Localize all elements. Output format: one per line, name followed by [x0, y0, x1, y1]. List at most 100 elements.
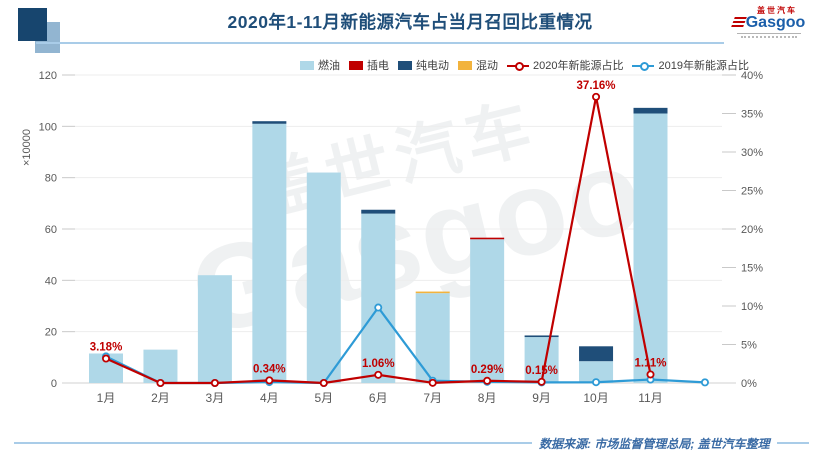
- gasgoo-logo-rule: [737, 33, 801, 35]
- svg-text:120: 120: [39, 70, 57, 82]
- bar-segment: [306, 172, 341, 383]
- data-point-marker: [102, 354, 111, 363]
- x-tick-label: 11月: [638, 391, 662, 405]
- legend-label: 2020年新能源占比: [533, 60, 624, 72]
- x-tick-label: 3月: [206, 391, 225, 405]
- footer-line-right: [776, 442, 809, 444]
- svg-text:0: 0: [51, 378, 57, 390]
- chart-legend: 燃油 插电 纯电动 混动 2020年新能源占比 2019年新能源占比: [300, 57, 749, 73]
- gasgoo-logo-cn: 盖世汽车: [757, 6, 797, 15]
- data-point-marker: [592, 378, 601, 387]
- svg-text:40: 40: [45, 275, 57, 287]
- bar-segment: [579, 346, 614, 362]
- bars-group: [89, 107, 668, 384]
- gasgoo-stripes-icon: [730, 17, 747, 28]
- bar-segment: [470, 237, 505, 240]
- x-tick-label: 7月: [423, 391, 442, 405]
- data-point-label: 1.11%: [635, 357, 667, 369]
- bar-segment: [197, 275, 232, 383]
- data-point-marker: [374, 303, 383, 312]
- x-axis-labels: 1月 2月 3月 4月 5月 6月 7月 8月 9月 10月 11月: [97, 391, 663, 405]
- svg-text:20: 20: [45, 327, 57, 339]
- x-tick-label: 10月: [583, 391, 608, 405]
- x-tick-label: 2月: [151, 391, 170, 405]
- data-point-marker: [156, 378, 165, 387]
- gridlines: 0 20 40 60 80 100 120 0% 5% 10% 15% 20% 25% 30% 35% 40%: [39, 70, 764, 390]
- bar-segment: [361, 209, 396, 214]
- legend-item: 2020年新能源占比: [507, 57, 623, 73]
- data-point-label: 1.06%: [362, 358, 395, 370]
- data-point-marker: [537, 377, 546, 386]
- svg-text:10%: 10%: [741, 301, 763, 313]
- x-tick-label: 4月: [260, 391, 279, 405]
- gasgoo-logo: 盖世汽车 Gasgoo: [730, 6, 808, 39]
- x-tick-label: 6月: [369, 391, 388, 405]
- svg-text:15%: 15%: [741, 263, 763, 275]
- legend-item: 2019年新能源占比: [632, 57, 749, 73]
- x-tick-label: 8月: [478, 391, 497, 405]
- legend-label: 纯电动: [416, 60, 449, 72]
- bar-segment: [633, 107, 668, 114]
- chart-canvas: 0 20 40 60 80 100 120 0% 5% 10% 15% 20% 25% 30% 35% 40%…: [21, 70, 764, 405]
- svg-text:100: 100: [39, 121, 57, 133]
- legend-swatch-icon: [300, 60, 314, 70]
- data-point-label: 0.15%: [525, 365, 558, 377]
- data-point-marker: [319, 378, 328, 387]
- bar-segment: [252, 121, 287, 124]
- data-point-marker: [428, 378, 437, 387]
- footer-line-left: [14, 442, 532, 444]
- bar-segment: [633, 113, 668, 383]
- data-point-label: 37.16%: [577, 80, 616, 92]
- bar-segment: [524, 335, 559, 338]
- line-series: [102, 303, 709, 387]
- bar-segment: [361, 213, 396, 383]
- data-point-marker: [265, 376, 274, 385]
- bar-segment: [415, 291, 450, 294]
- svg-text:80: 80: [45, 173, 57, 185]
- legend-item: 插电: [349, 57, 389, 73]
- x-tick-label: 9月: [532, 391, 551, 405]
- legend-swatch-icon: [458, 60, 472, 70]
- x-tick-label: 5月: [314, 391, 333, 405]
- data-point-marker: [592, 92, 601, 101]
- data-point-label: 0.29%: [471, 364, 504, 376]
- data-point-marker: [646, 370, 655, 379]
- legend-label: 插电: [367, 60, 389, 72]
- data-source-note: 数据来源: 市场监督管理总局; 盖世汽车整理: [539, 436, 770, 451]
- svg-text:×10000: ×10000: [21, 129, 33, 166]
- x-tick-label: 1月: [97, 391, 116, 405]
- gasgoo-logo-tagline: [741, 36, 797, 39]
- data-point-marker: [483, 376, 492, 385]
- svg-text:30%: 30%: [741, 147, 763, 159]
- footer: 数据来源: 市场监督管理总局; 盖世汽车整理: [0, 433, 820, 453]
- svg-text:5%: 5%: [741, 340, 757, 352]
- legend-label: 2019年新能源占比: [658, 60, 749, 72]
- legend-swatch-icon: [349, 60, 363, 70]
- gasgoo-logo-en: Gasgoo: [745, 14, 806, 32]
- legend-item: 混动: [458, 57, 498, 73]
- legend-label: 混动: [476, 60, 498, 72]
- data-point-label: 3.18%: [90, 342, 123, 354]
- data-point-marker: [374, 370, 383, 379]
- svg-text:20%: 20%: [741, 224, 763, 236]
- svg-text:0%: 0%: [741, 378, 757, 390]
- legend-swatch-icon: [507, 61, 529, 71]
- legend-item: 纯电动: [398, 57, 449, 73]
- legend-item: 燃油: [300, 57, 340, 73]
- logo-square-dark: [18, 8, 47, 41]
- bar-segment: [579, 361, 614, 383]
- legend-label: 燃油: [318, 60, 340, 72]
- svg-text:25%: 25%: [741, 186, 763, 198]
- svg-text:60: 60: [45, 224, 57, 236]
- bar-segment: [470, 239, 505, 383]
- svg-text:40%: 40%: [741, 70, 763, 82]
- data-point-label: 0.34%: [253, 363, 286, 375]
- bar-segment: [415, 293, 450, 383]
- data-point-marker: [700, 378, 709, 387]
- header-divider: [36, 42, 724, 44]
- page-title: 2020年1-11月新能源汽车占当月召回比重情况: [227, 12, 593, 32]
- data-point-marker: [210, 378, 219, 387]
- legend-swatch-icon: [398, 60, 412, 70]
- legend-swatch-icon: [632, 61, 655, 71]
